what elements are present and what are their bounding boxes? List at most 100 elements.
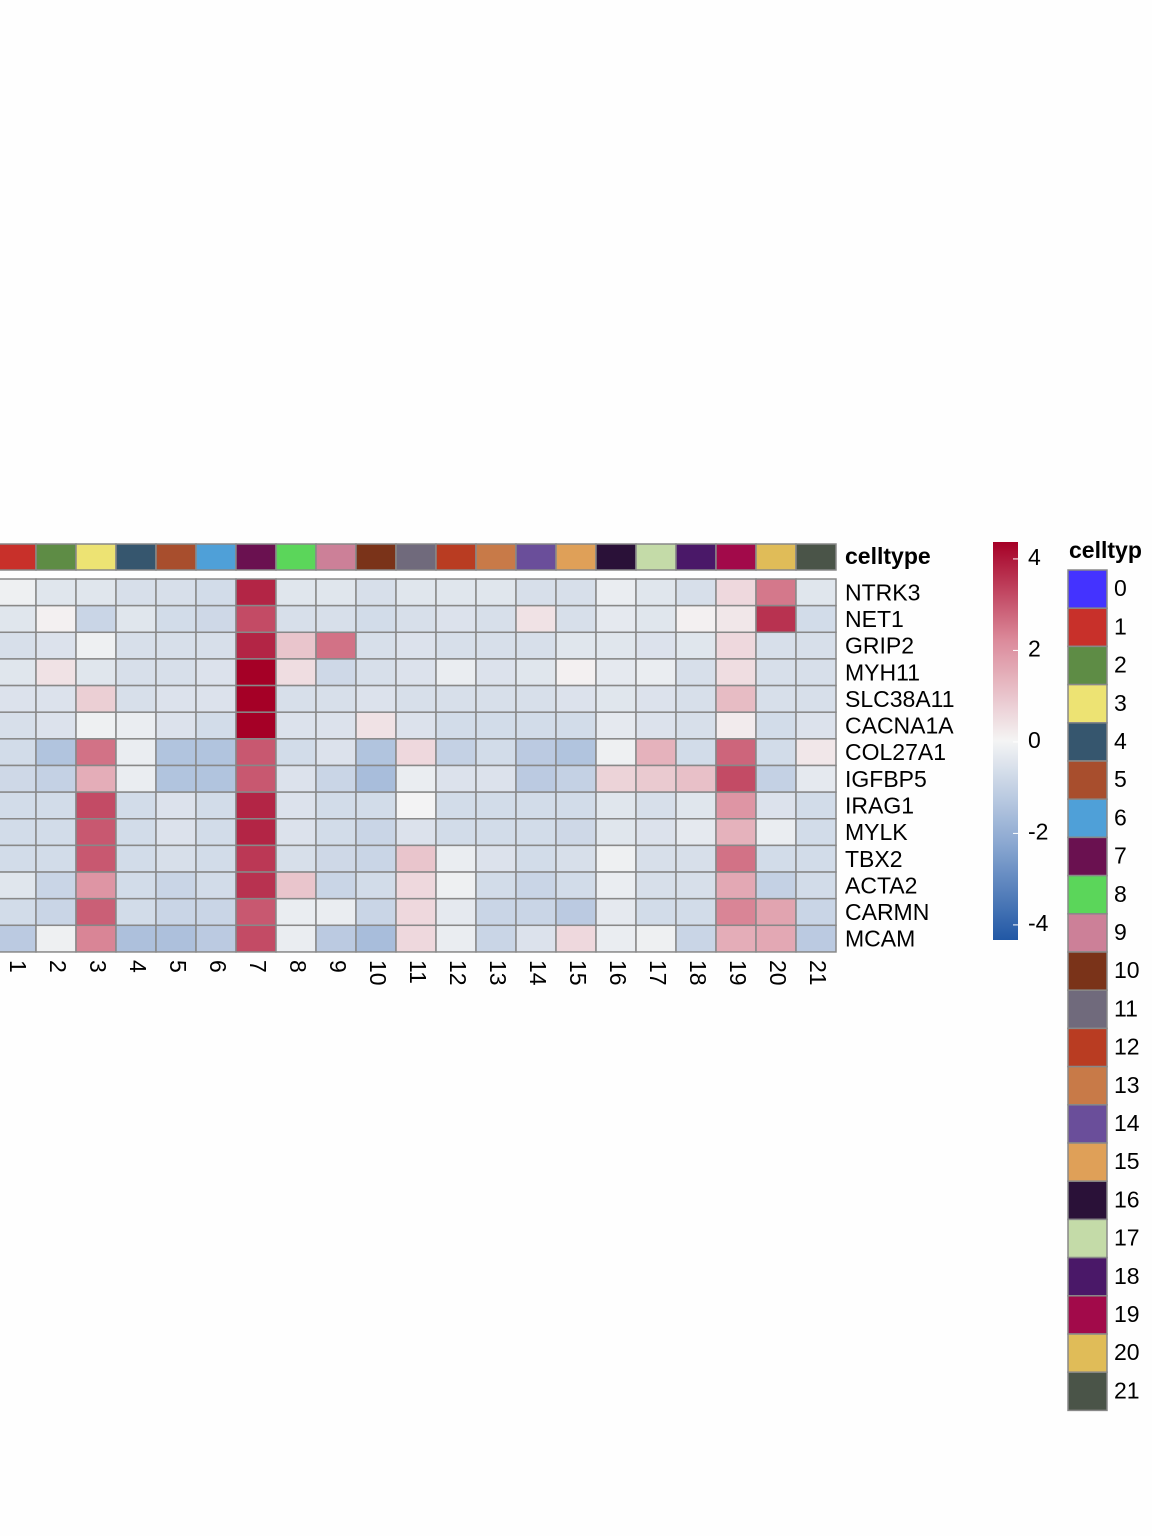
legend-swatch bbox=[1067, 798, 1108, 839]
heatmap-cell bbox=[195, 738, 237, 767]
heatmap-cell bbox=[595, 604, 637, 634]
heatmap-cell bbox=[155, 897, 197, 927]
heatmap-cell bbox=[355, 897, 397, 927]
heatmap-cell bbox=[155, 738, 197, 767]
heatmap-cell bbox=[275, 604, 317, 634]
heatmap-cell bbox=[275, 578, 317, 607]
heatmap-cell bbox=[195, 764, 237, 793]
heatmap-cell bbox=[475, 684, 517, 713]
heatmap-cell bbox=[635, 604, 677, 634]
heatmap-cell bbox=[475, 631, 517, 660]
heatmap-cell bbox=[0, 844, 37, 873]
heatmap-cell bbox=[75, 764, 117, 793]
heatmap-cell bbox=[795, 844, 837, 873]
heatmap-cell bbox=[435, 844, 477, 873]
heatmap-cell bbox=[75, 871, 117, 900]
heatmap-cell bbox=[155, 631, 197, 660]
colorbar bbox=[993, 542, 1018, 940]
row-label: NET1 bbox=[845, 606, 904, 632]
heatmap-cell bbox=[275, 658, 317, 687]
heatmap-cell bbox=[75, 684, 117, 713]
legend-label: 13 bbox=[1114, 1072, 1140, 1098]
heatmap-cell bbox=[235, 897, 277, 927]
legend-label: 0 bbox=[1114, 575, 1127, 601]
heatmap-cell bbox=[195, 604, 237, 634]
column-label: 12 bbox=[445, 960, 471, 986]
heatmap-cell bbox=[355, 658, 397, 687]
heatmap-cell bbox=[555, 684, 597, 713]
legend-swatch bbox=[1067, 989, 1108, 1030]
heatmap-cell bbox=[355, 631, 397, 660]
column-label: 11 bbox=[405, 960, 431, 984]
heatmap-cell bbox=[435, 684, 477, 713]
heatmap-cell bbox=[795, 711, 837, 740]
heatmap-cell bbox=[115, 924, 157, 953]
annotation-cell bbox=[315, 543, 357, 571]
heatmap-cell bbox=[675, 578, 717, 607]
heatmap-cell bbox=[675, 844, 717, 873]
heatmap-cell bbox=[355, 604, 397, 634]
heatmap-cell bbox=[35, 871, 77, 900]
heatmap-cell bbox=[155, 764, 197, 793]
column-label: 20 bbox=[765, 960, 791, 986]
heatmap-cell bbox=[275, 791, 317, 820]
heatmap-cell bbox=[515, 844, 557, 873]
heatmap-cell bbox=[275, 897, 317, 927]
legend-swatch bbox=[1067, 683, 1108, 724]
heatmap-cell bbox=[315, 711, 357, 740]
heatmap-cell bbox=[155, 844, 197, 873]
heatmap-cell bbox=[35, 631, 77, 660]
legend-swatch bbox=[1067, 1218, 1108, 1259]
heatmap-cell bbox=[395, 924, 437, 953]
heatmap-cell bbox=[275, 818, 317, 847]
colorbar-tick-label: 0 bbox=[1028, 727, 1041, 753]
heatmap-cell bbox=[315, 818, 357, 847]
heatmap-cell bbox=[715, 818, 757, 847]
heatmap-cell bbox=[675, 684, 717, 713]
heatmap-cell bbox=[35, 684, 77, 713]
heatmap-cell bbox=[755, 684, 797, 713]
legend-swatch bbox=[1067, 913, 1108, 953]
row-label: CACNA1A bbox=[845, 713, 954, 739]
heatmap-cell bbox=[195, 711, 237, 740]
heatmap-cell bbox=[155, 791, 197, 820]
heatmap-cell bbox=[555, 791, 597, 820]
heatmap-cell bbox=[35, 818, 77, 847]
annotation-cell bbox=[675, 543, 717, 571]
heatmap-cell bbox=[355, 684, 397, 713]
heatmap-cell bbox=[635, 684, 677, 713]
heatmap-cell bbox=[75, 844, 117, 873]
heatmap-cell bbox=[115, 631, 157, 660]
heatmap-cell bbox=[355, 738, 397, 767]
heatmap-cell bbox=[275, 738, 317, 767]
annotation-cell bbox=[555, 543, 597, 571]
heatmap-cell bbox=[795, 764, 837, 793]
heatmap-cell bbox=[195, 897, 237, 927]
heatmap-cell bbox=[35, 924, 77, 953]
heatmap-cell bbox=[75, 791, 117, 820]
heatmap-cell bbox=[0, 738, 37, 767]
heatmap-cell bbox=[555, 924, 597, 953]
heatmap-cell bbox=[395, 684, 437, 713]
heatmap-cell bbox=[755, 711, 797, 740]
heatmap-cell bbox=[595, 924, 637, 953]
heatmap-cell bbox=[315, 764, 357, 793]
heatmap-cell bbox=[635, 897, 677, 927]
heatmap-cell bbox=[115, 658, 157, 687]
heatmap-cell bbox=[395, 578, 437, 607]
heatmap-cell bbox=[715, 738, 757, 767]
heatmap-cell bbox=[195, 658, 237, 687]
heatmap-cell bbox=[515, 924, 557, 953]
heatmap-cell bbox=[235, 871, 277, 900]
column-label: 3 bbox=[85, 960, 111, 973]
annotation-cell bbox=[75, 543, 117, 571]
heatmap-cell bbox=[675, 818, 717, 847]
heatmap-cell bbox=[0, 631, 37, 660]
heatmap-cell bbox=[235, 631, 277, 660]
heatmap-cell bbox=[315, 738, 357, 767]
heatmap-cell bbox=[115, 791, 157, 820]
heatmap-cell bbox=[715, 897, 757, 927]
column-label: 9 bbox=[325, 960, 351, 973]
heatmap-cell bbox=[555, 711, 597, 740]
